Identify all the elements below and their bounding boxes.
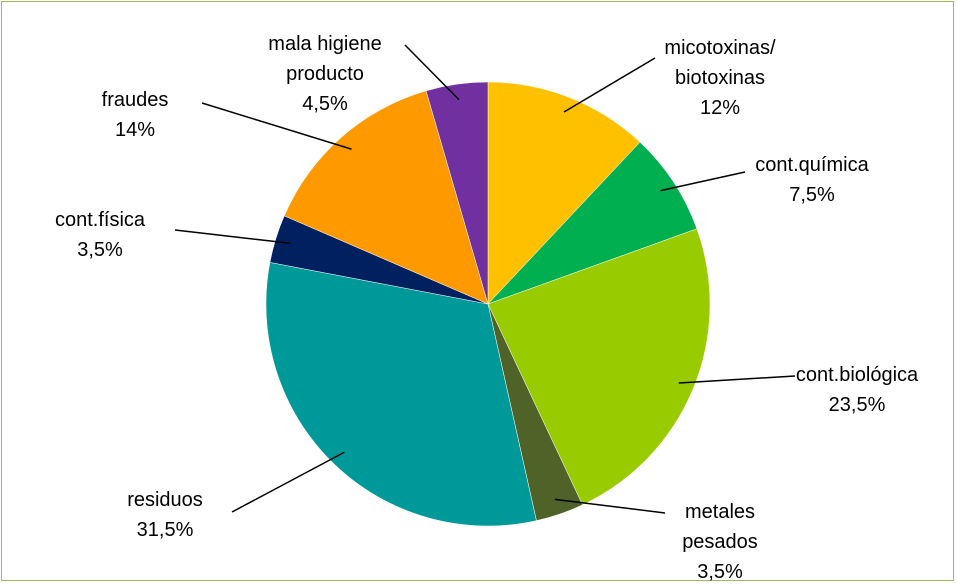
data-label: cont.biológica 23,5% — [777, 360, 937, 420]
category-label: fraudes — [101, 89, 169, 111]
pie-slice — [487, 81, 641, 305]
leader-line — [563, 57, 656, 113]
value-label: 23,5% — [828, 394, 886, 416]
pie-slice — [487, 228, 711, 506]
value-label: 12% — [699, 97, 741, 119]
value-label: 4,5% — [302, 93, 348, 115]
data-label: mala higiene producto 4,5% — [235, 29, 415, 119]
category-label: cont.física — [54, 209, 146, 231]
data-label: residuos 31,5% — [110, 485, 220, 545]
data-label: metales pesados 3,5% — [665, 497, 775, 587]
category-label: cont.química — [755, 154, 869, 176]
leader-line — [174, 229, 291, 245]
pie-slice — [487, 141, 698, 305]
leader-line — [404, 44, 460, 101]
pie-slice — [425, 81, 489, 305]
category-label: mala higiene producto — [268, 33, 382, 85]
data-label: micotoxinas/ biotoxinas 12% — [640, 33, 800, 123]
leader-line — [660, 171, 746, 192]
leader-line — [201, 102, 352, 150]
value-label: 14% — [114, 119, 156, 141]
data-label: cont.química 7,5% — [732, 150, 892, 210]
value-label: 3,5% — [697, 561, 743, 583]
pie-slice — [265, 262, 537, 527]
category-label: metales pesados — [682, 501, 758, 553]
value-label: 31,5% — [136, 519, 194, 541]
category-label: micotoxinas/ biotoxinas — [664, 37, 776, 89]
leader-line — [554, 498, 666, 514]
leader-line — [678, 375, 796, 384]
leader-line — [231, 451, 345, 513]
data-label: cont.física 3,5% — [20, 205, 180, 265]
value-label: 7,5% — [789, 184, 835, 206]
data-label: fraudes 14% — [80, 85, 190, 145]
category-label: residuos — [127, 489, 203, 511]
category-label: cont.biológica — [795, 364, 919, 386]
value-label: 3,5% — [77, 239, 123, 261]
